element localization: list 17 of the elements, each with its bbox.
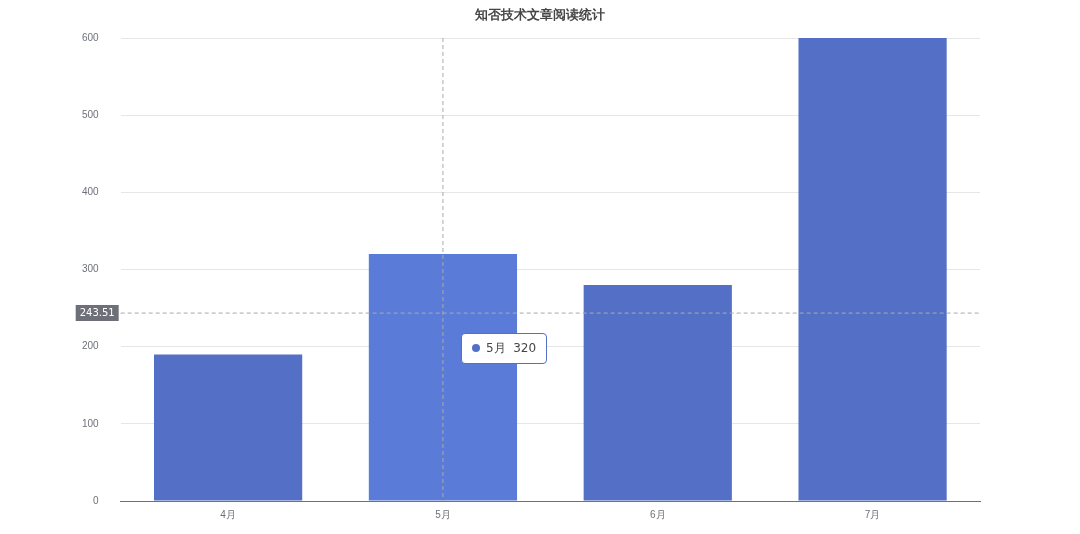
x-tick-label: 5月: [435, 508, 451, 520]
x-tick-label: 7月: [864, 508, 881, 520]
y-tick-label: 100: [82, 417, 100, 429]
chart-title: 知否技术文章阅读统计: [474, 6, 606, 24]
y-tick-label: 600: [82, 31, 100, 43]
y-tick-label: 200: [82, 340, 100, 352]
bar: [153, 354, 303, 501]
bar: [798, 38, 947, 501]
bar: [583, 284, 732, 501]
annotation: 5月 320: [485, 339, 537, 357]
ref-line-label: 243.51: [79, 306, 115, 318]
y-tick-label: 500: [82, 108, 100, 120]
y-tick-label: 0: [93, 494, 100, 506]
x-tick-label: 6月: [649, 508, 666, 520]
y-tick-label: 300: [82, 263, 100, 275]
y-tick-label: 400: [82, 186, 100, 198]
x-tick-label: 4月: [220, 508, 236, 520]
